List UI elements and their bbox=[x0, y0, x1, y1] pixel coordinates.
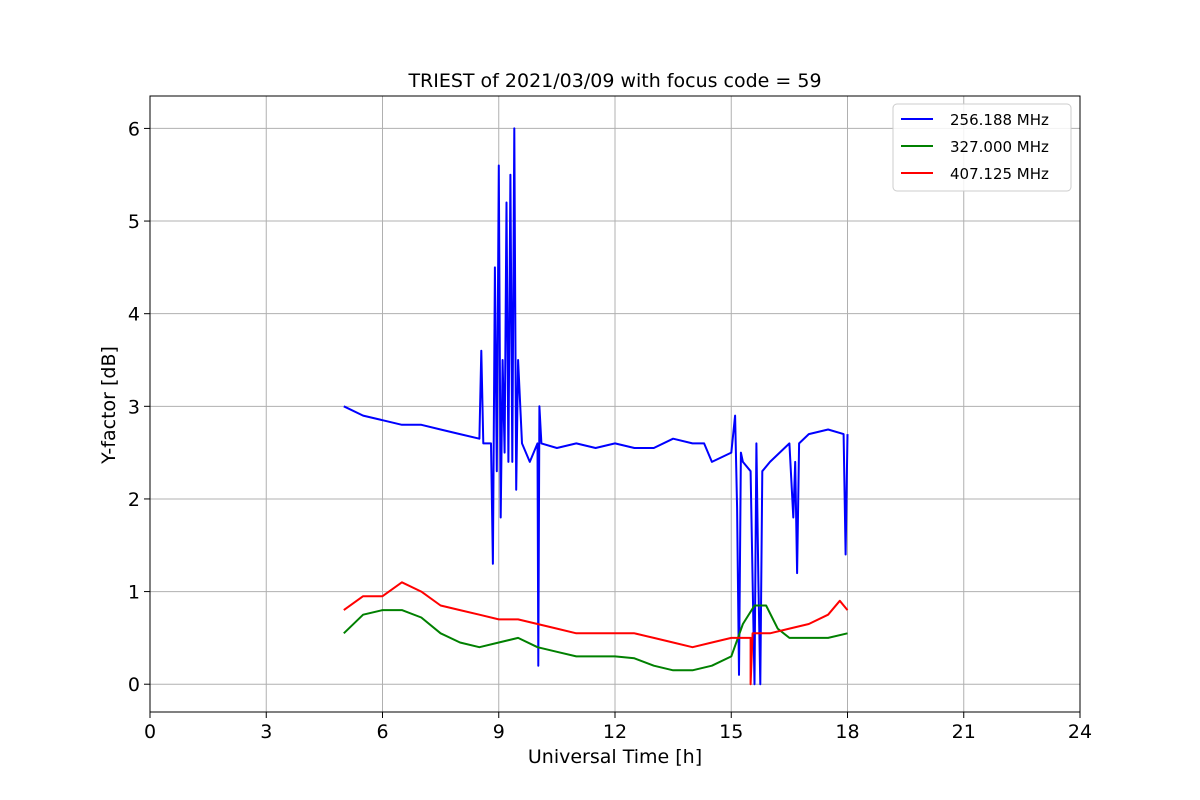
x-tick-label: 3 bbox=[260, 721, 272, 743]
series-layer bbox=[343, 127, 849, 686]
x-tick-label: 0 bbox=[144, 721, 156, 743]
legend-label: 256.188 MHz bbox=[950, 111, 1049, 129]
grid bbox=[149, 96, 1081, 712]
x-tick-label: 15 bbox=[719, 721, 743, 743]
series-line-0 bbox=[343, 127, 849, 686]
x-tick-label: 18 bbox=[835, 721, 859, 743]
y-tick-label: 4 bbox=[128, 304, 140, 326]
y-tick-label: 2 bbox=[128, 489, 140, 511]
y-tick-label: 0 bbox=[128, 674, 140, 696]
y-axis-label: Y-factor [dB] bbox=[98, 346, 120, 465]
x-axis-label: Universal Time [h] bbox=[528, 746, 702, 768]
series-line-2 bbox=[343, 581, 849, 686]
legend-label: 327.000 MHz bbox=[950, 138, 1049, 156]
series-line-1 bbox=[343, 604, 848, 672]
y-tick-label: 3 bbox=[128, 396, 140, 418]
legend-label: 407.125 MHz bbox=[950, 165, 1049, 183]
x-tick-label: 24 bbox=[1068, 721, 1092, 743]
legend-box bbox=[892, 103, 1072, 192]
x-tick-label: 9 bbox=[493, 721, 505, 743]
legend: 256.188 MHz 327.000 MHz 407.125 MHz bbox=[892, 103, 1072, 192]
y-tick-label: 5 bbox=[128, 211, 140, 233]
x-tick-label: 21 bbox=[952, 721, 976, 743]
x-tick-label: 6 bbox=[376, 721, 388, 743]
x-tick-label: 12 bbox=[603, 721, 627, 743]
chart-title: TRIEST of 2021/03/09 with focus code = 5… bbox=[407, 70, 821, 92]
y-tick-label: 1 bbox=[128, 582, 140, 604]
y-tick-label: 6 bbox=[128, 118, 140, 140]
